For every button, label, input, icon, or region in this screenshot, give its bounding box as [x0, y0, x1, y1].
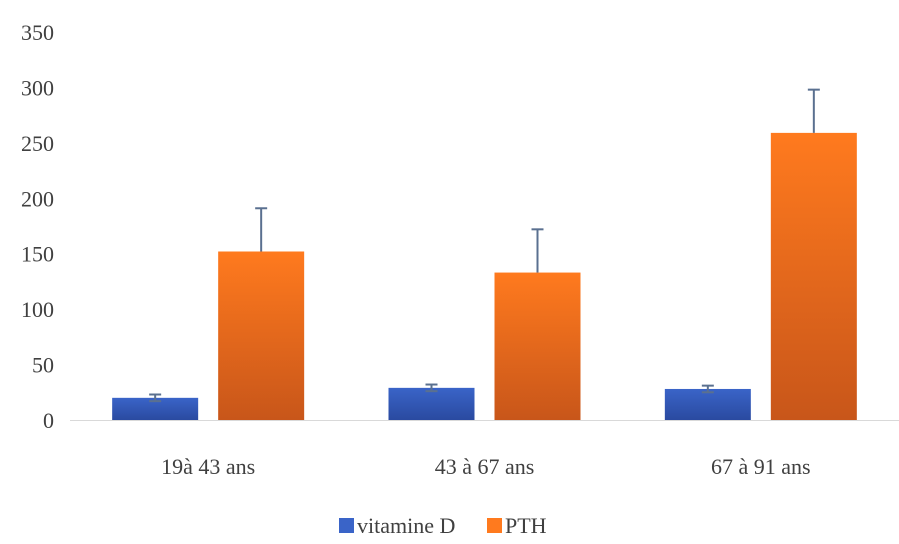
legend-item-vitamine-d: vitamine D — [339, 513, 455, 538]
error-bar — [807, 88, 820, 133]
error-bar — [425, 383, 438, 393]
legend: vitamine D PTH — [339, 513, 547, 538]
error-bar — [149, 393, 162, 403]
legend-item-pth: PTH — [487, 513, 547, 538]
bars — [112, 132, 857, 420]
y-tick-label: 100 — [21, 297, 54, 322]
y-tick-label: 50 — [32, 353, 54, 378]
y-tick-label: 200 — [21, 186, 54, 211]
bar-pth — [218, 251, 305, 420]
x-category-label: 43 à 67 ans — [435, 454, 535, 479]
error-bar — [701, 384, 714, 394]
x-axis-labels: 19à 43 ans 43 à 67 ans 67 à 91 ans — [161, 454, 811, 479]
y-tick-label: 250 — [21, 131, 54, 156]
legend-swatch — [339, 518, 354, 533]
x-category-label: 67 à 91 ans — [711, 454, 811, 479]
legend-swatch — [487, 518, 502, 533]
bar-vitamine-d — [112, 397, 199, 420]
y-tick-label: 150 — [21, 242, 54, 267]
legend-label: PTH — [505, 513, 547, 538]
error-bars — [149, 88, 820, 403]
y-tick-label: 0 — [43, 408, 54, 433]
bar-pth — [494, 272, 581, 420]
error-bar — [255, 207, 268, 252]
y-tick-label: 350 — [21, 20, 54, 45]
x-category-label: 19à 43 ans — [161, 454, 255, 479]
y-axis-ticks: 0 50 100 150 200 250 300 350 — [21, 20, 54, 433]
bar-vitamine-d — [664, 388, 751, 420]
y-tick-label: 300 — [21, 75, 54, 100]
bar-pth — [770, 132, 857, 420]
bar-vitamine-d — [388, 387, 475, 420]
error-bar — [531, 228, 544, 273]
legend-label: vitamine D — [357, 513, 455, 538]
